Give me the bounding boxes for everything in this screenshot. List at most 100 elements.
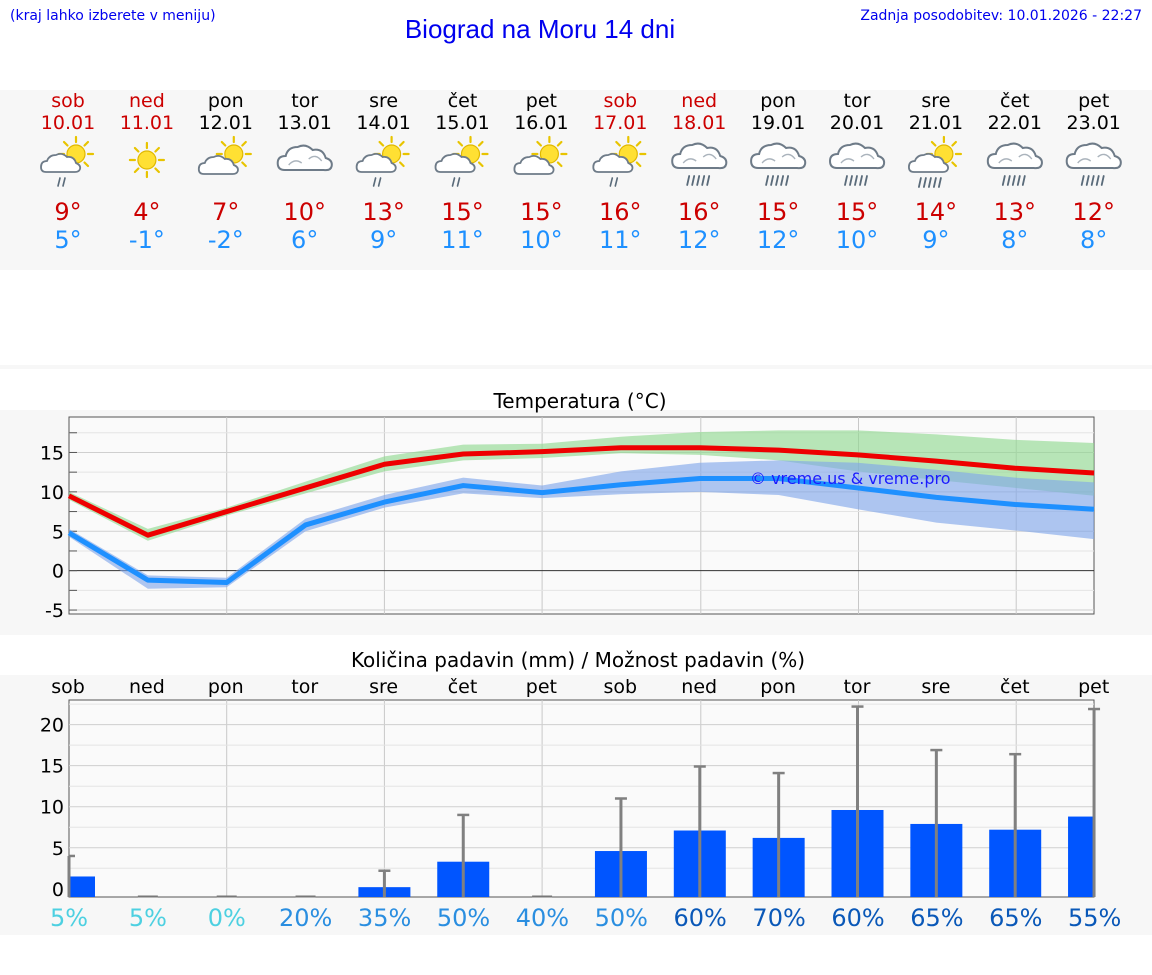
precip-day-label: sob	[51, 676, 85, 698]
day-name: tor	[291, 90, 318, 112]
precip-tick-label: 5	[52, 838, 64, 860]
precip-day-label: tor	[844, 676, 871, 698]
day-date: 20.01	[830, 112, 884, 134]
precip-tick-label: 15	[40, 756, 64, 778]
partly-sunny-light-rain-icon	[355, 135, 410, 187]
precip-chance: 65%	[989, 904, 1042, 932]
precip-bar	[69, 876, 95, 897]
min-temp: -2°	[208, 226, 244, 254]
precip-bar	[1068, 816, 1094, 897]
precip-chance: 5%	[129, 904, 167, 932]
day-name: sre	[921, 90, 950, 112]
precip-tick-label: 10	[40, 797, 64, 819]
precip-day-label: sre	[921, 676, 950, 698]
partly-sunny-icon	[197, 135, 252, 175]
precip-day-label: sob	[604, 676, 638, 698]
precip-day-label: ned	[129, 676, 165, 698]
precip-chance: 20%	[279, 904, 332, 932]
precip-day-label: čet	[1000, 676, 1030, 698]
day-date: 17.01	[593, 112, 647, 134]
min-temp: 11°	[599, 226, 642, 254]
partly-sunny-light-rain-icon	[40, 135, 95, 187]
min-temp: 10°	[520, 226, 563, 254]
precip-day-label: sre	[369, 676, 398, 698]
partly-sunny-light-rain-icon	[434, 135, 489, 187]
precip-chance: 5%	[50, 904, 88, 932]
precip-tick-label: 0	[52, 879, 64, 901]
partly-sunny-rain-icon	[908, 135, 963, 188]
max-temp: 13°	[994, 198, 1037, 226]
day-date: 19.01	[751, 112, 805, 134]
precip-day-label: pet	[1078, 676, 1109, 698]
day-date: 23.01	[1066, 112, 1120, 134]
max-temp: 10°	[283, 198, 326, 226]
precip-day-label: ned	[681, 676, 717, 698]
max-temp: 14°	[915, 198, 958, 226]
location-hint: (kraj lahko izberete v meniju)	[10, 8, 216, 24]
min-temp: 11°	[441, 226, 484, 254]
day-date: 21.01	[909, 112, 963, 134]
day-name: tor	[844, 90, 871, 112]
max-temp: 15°	[757, 198, 800, 226]
cloudy-icon	[276, 144, 333, 172]
precip-chance: 55%	[1068, 904, 1121, 932]
min-temp: -1°	[129, 226, 165, 254]
day-name: pon	[208, 90, 244, 112]
min-temp: 9°	[370, 226, 397, 254]
min-temp: 9°	[922, 226, 949, 254]
precip-chance: 70%	[752, 904, 805, 932]
watermark: © vreme.us & vreme.pro	[750, 469, 951, 488]
temp-tick-label: 10	[40, 482, 64, 504]
precip-chance: 50%	[437, 904, 490, 932]
max-temp: 15°	[836, 198, 879, 226]
cloudy-rain-icon	[750, 142, 807, 186]
partly-sunny-light-rain-icon	[592, 135, 647, 187]
cloudy-rain-icon	[829, 142, 886, 186]
day-date: 15.01	[435, 112, 489, 134]
max-temp: 4°	[133, 198, 160, 226]
last-update: Zadnja posodobitev: 10.01.2026 - 22:27	[860, 8, 1142, 24]
sunny-icon	[128, 141, 165, 179]
precip-day-label: pon	[760, 676, 796, 698]
partly-sunny-icon	[513, 135, 568, 175]
cloudy-rain-icon	[1065, 142, 1122, 186]
day-date: 12.01	[199, 112, 253, 134]
day-date: 10.01	[41, 112, 95, 134]
day-name: sre	[369, 90, 398, 112]
precip-chance: 60%	[831, 904, 884, 932]
day-name: pet	[526, 90, 557, 112]
min-temp: 6°	[291, 226, 318, 254]
min-temp-line	[67, 475, 1095, 585]
max-temp: 16°	[599, 198, 642, 226]
precip-chance: 0%	[208, 904, 246, 932]
min-temp: 8°	[1001, 226, 1028, 254]
min-range-band	[69, 460, 1095, 589]
page-title: Biograd na Moru 14 dni	[404, 14, 676, 44]
temp-tick-label: -5	[45, 600, 64, 622]
day-name: sob	[604, 90, 638, 112]
precip-tick-label: 20	[40, 715, 64, 737]
max-temp: 9°	[54, 198, 81, 226]
precip-day-label: čet	[448, 676, 478, 698]
temp-tick-label: 0	[52, 561, 64, 583]
temp-tick-label: 5	[52, 521, 64, 543]
min-temp: 10°	[836, 226, 879, 254]
day-name: čet	[1000, 90, 1030, 112]
max-temp: 13°	[362, 198, 405, 226]
day-date: 18.01	[672, 112, 726, 134]
max-temp: 15°	[520, 198, 563, 226]
precipitation-chart-title: Količina padavin (mm) / Možnost padavin …	[351, 648, 805, 672]
day-name: čet	[448, 90, 478, 112]
precip-day-label: pet	[526, 676, 557, 698]
day-date: 13.01	[277, 112, 331, 134]
cloudy-rain-icon	[986, 142, 1043, 186]
max-temp: 7°	[212, 198, 239, 226]
divider	[0, 365, 1152, 369]
forecast-panel	[0, 90, 1152, 270]
day-name: ned	[129, 90, 165, 112]
precip-day-label: pon	[208, 676, 244, 698]
day-name: sob	[51, 90, 85, 112]
temperature-chart-title: Temperatura (°C)	[492, 389, 666, 413]
precip-chance: 50%	[595, 904, 648, 932]
